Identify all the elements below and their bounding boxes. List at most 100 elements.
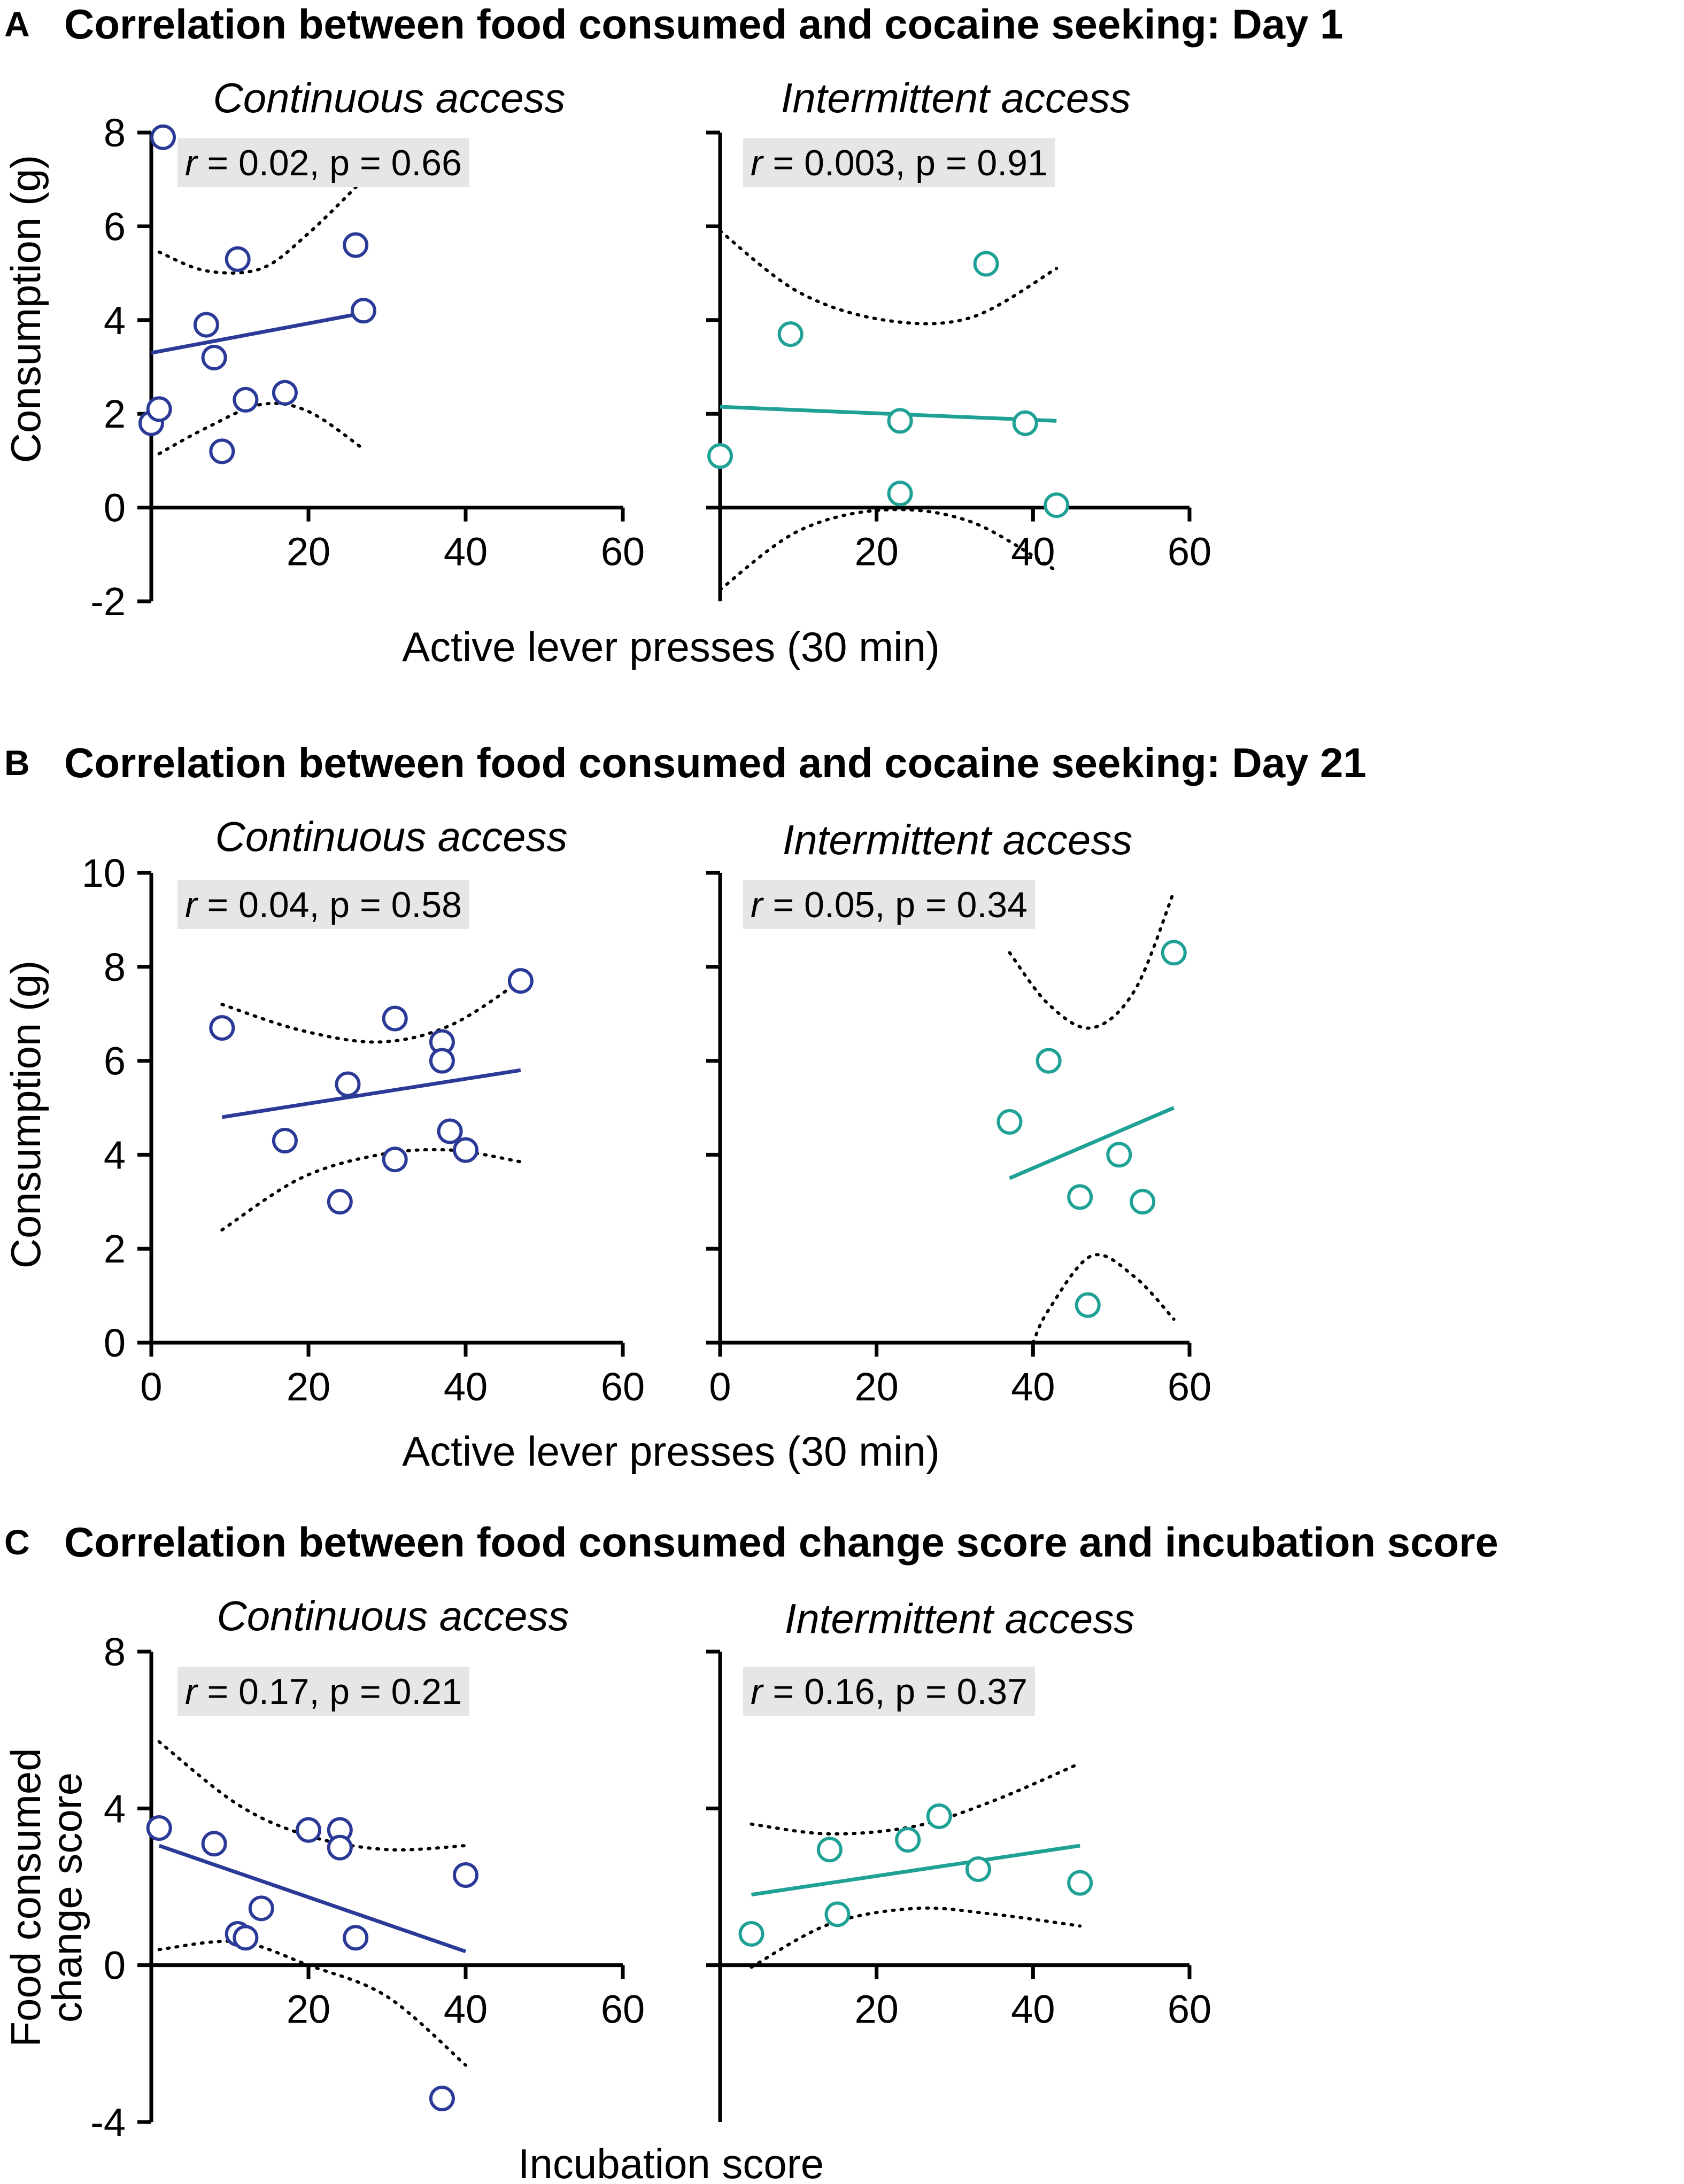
x-tick-label: 40 <box>444 530 488 574</box>
chart-incubation-continuous: Continuous access -4 0 4 8 20 40 60 r = 0.17, p … <box>90 1592 645 2144</box>
panel-c-letter: C <box>4 1522 30 1562</box>
stat-box: r = 0.17, p = 0.21 <box>177 1667 469 1716</box>
data-point <box>272 380 298 406</box>
data-point <box>350 298 376 324</box>
data-point <box>738 1921 764 1947</box>
data-point <box>453 1862 478 1888</box>
ci-upper-curve <box>719 229 1059 326</box>
panel-b-header: B Correlation between food consumed and … <box>4 739 1366 786</box>
stat-values: = 0.02, p = 0.66 <box>197 143 462 183</box>
data-point <box>887 481 913 507</box>
stat-box-background <box>177 1667 469 1716</box>
regression-line <box>1009 1106 1175 1180</box>
y-tick-label: -2 <box>90 579 126 624</box>
stat-text: r = 0.003, p = 0.91 <box>751 143 1048 183</box>
x-tick-label: 20 <box>287 530 330 574</box>
stat-r-symbol: r <box>751 143 764 183</box>
ci-lower-curve <box>157 401 365 455</box>
chart-day21-intermittent: Intermittent access 0 20 40 60 r = 0.05, p = … <box>706 816 1211 1409</box>
data-point <box>248 1895 274 1922</box>
panel-a-y-label: Consumption (g) <box>2 155 49 463</box>
y-tick-label: 10 <box>82 851 126 895</box>
panel-a-title: Correlation between food consumed and co… <box>64 1 1343 48</box>
y-tick-label: 4 <box>104 298 126 343</box>
panel-c-y-label-line1: Food consumed <box>2 1748 49 2047</box>
x-tick-label: 40 <box>444 1987 488 2032</box>
data-point <box>209 1015 235 1041</box>
chart-title: Continuous access <box>215 813 567 860</box>
data-point <box>1067 1184 1093 1210</box>
x-tick-label: 20 <box>287 1987 330 2032</box>
data-point <box>201 344 227 370</box>
data-point <box>887 408 913 434</box>
stat-text: r = 0.04, p = 0.58 <box>185 885 462 925</box>
stat-box-background <box>177 880 469 929</box>
x-tick-label: 60 <box>601 1987 645 2032</box>
panel-b-letter: B <box>4 743 30 783</box>
x-tick-label: 60 <box>1168 1987 1211 2032</box>
data-point <box>777 321 804 347</box>
data-point <box>327 1189 353 1215</box>
panel-c-header: C Correlation between food consumed chan… <box>4 1519 1498 1566</box>
x-tick-label: 0 <box>709 1365 731 1409</box>
data-point <box>965 1856 991 1882</box>
ci-upper-curve <box>220 979 522 1044</box>
stat-text: r = 0.16, p = 0.37 <box>751 1671 1028 1712</box>
x-tick-label: 60 <box>1168 530 1211 574</box>
data-point <box>296 1817 321 1843</box>
data-point <box>146 396 172 422</box>
data-point <box>343 1925 369 1951</box>
stat-box: r = 0.04, p = 0.58 <box>177 880 469 929</box>
y-tick-label: 6 <box>104 204 126 249</box>
data-point <box>429 2086 455 2111</box>
regression-line <box>221 1068 521 1119</box>
x-tick-label: 40 <box>1011 1365 1055 1409</box>
data-point <box>707 443 733 469</box>
data-point <box>1075 1292 1101 1318</box>
x-tick-label: 40 <box>444 1365 488 1409</box>
data-point <box>453 1137 478 1163</box>
data-point <box>382 1147 408 1173</box>
data-point <box>146 1815 172 1841</box>
panel-b-y-label: Consumption (g) <box>2 961 49 1269</box>
stat-box-background <box>177 138 469 187</box>
stat-box-background <box>743 880 1035 929</box>
chart-title: Continuous access <box>217 1592 569 1639</box>
stat-box: r = 0.05, p = 0.34 <box>743 880 1035 929</box>
stat-box: r = 0.02, p = 0.66 <box>177 138 469 187</box>
regression-line <box>720 405 1057 423</box>
stat-text: r = 0.05, p = 0.34 <box>751 885 1028 925</box>
ci-lower-curve <box>157 1939 467 2067</box>
stat-values: = 0.003, p = 0.91 <box>763 143 1048 183</box>
y-tick-label: 6 <box>104 1039 126 1083</box>
data-point <box>816 1837 843 1863</box>
y-tick-label: -4 <box>90 2100 126 2144</box>
y-tick-label: 8 <box>104 1630 126 1674</box>
data-point <box>895 1827 921 1853</box>
regression-line <box>151 311 364 355</box>
y-tick-label: 4 <box>104 1786 126 1831</box>
stat-text: r = 0.02, p = 0.66 <box>185 143 462 183</box>
data-point <box>824 1901 851 1927</box>
data-point <box>1044 492 1070 518</box>
panel-b-title: Correlation between food consumed and co… <box>64 739 1366 786</box>
y-tick-label: 2 <box>104 1227 126 1271</box>
data-point <box>926 1803 952 1829</box>
data-point <box>429 1048 455 1074</box>
data-point <box>997 1109 1023 1135</box>
data-point <box>209 438 235 464</box>
data-point <box>343 232 369 258</box>
ci-lower-curve <box>719 508 1059 592</box>
x-tick-label: 40 <box>1011 530 1055 574</box>
x-tick-label: 40 <box>1011 1987 1055 2032</box>
stat-r-symbol: r <box>751 1671 764 1712</box>
x-tick-label: 60 <box>601 1365 645 1409</box>
x-tick-label: 20 <box>855 1365 899 1409</box>
stat-r-symbol: r <box>751 885 764 925</box>
chart-day1-continuous: Continuous access -2 0 2 4 6 8 20 40 60 r = 0.02, … <box>90 74 645 624</box>
ci-lower-curve <box>220 1148 522 1232</box>
data-point <box>1067 1870 1093 1896</box>
x-tick-label: 0 <box>140 1365 162 1409</box>
stat-box: r = 0.003, p = 0.91 <box>743 138 1055 187</box>
